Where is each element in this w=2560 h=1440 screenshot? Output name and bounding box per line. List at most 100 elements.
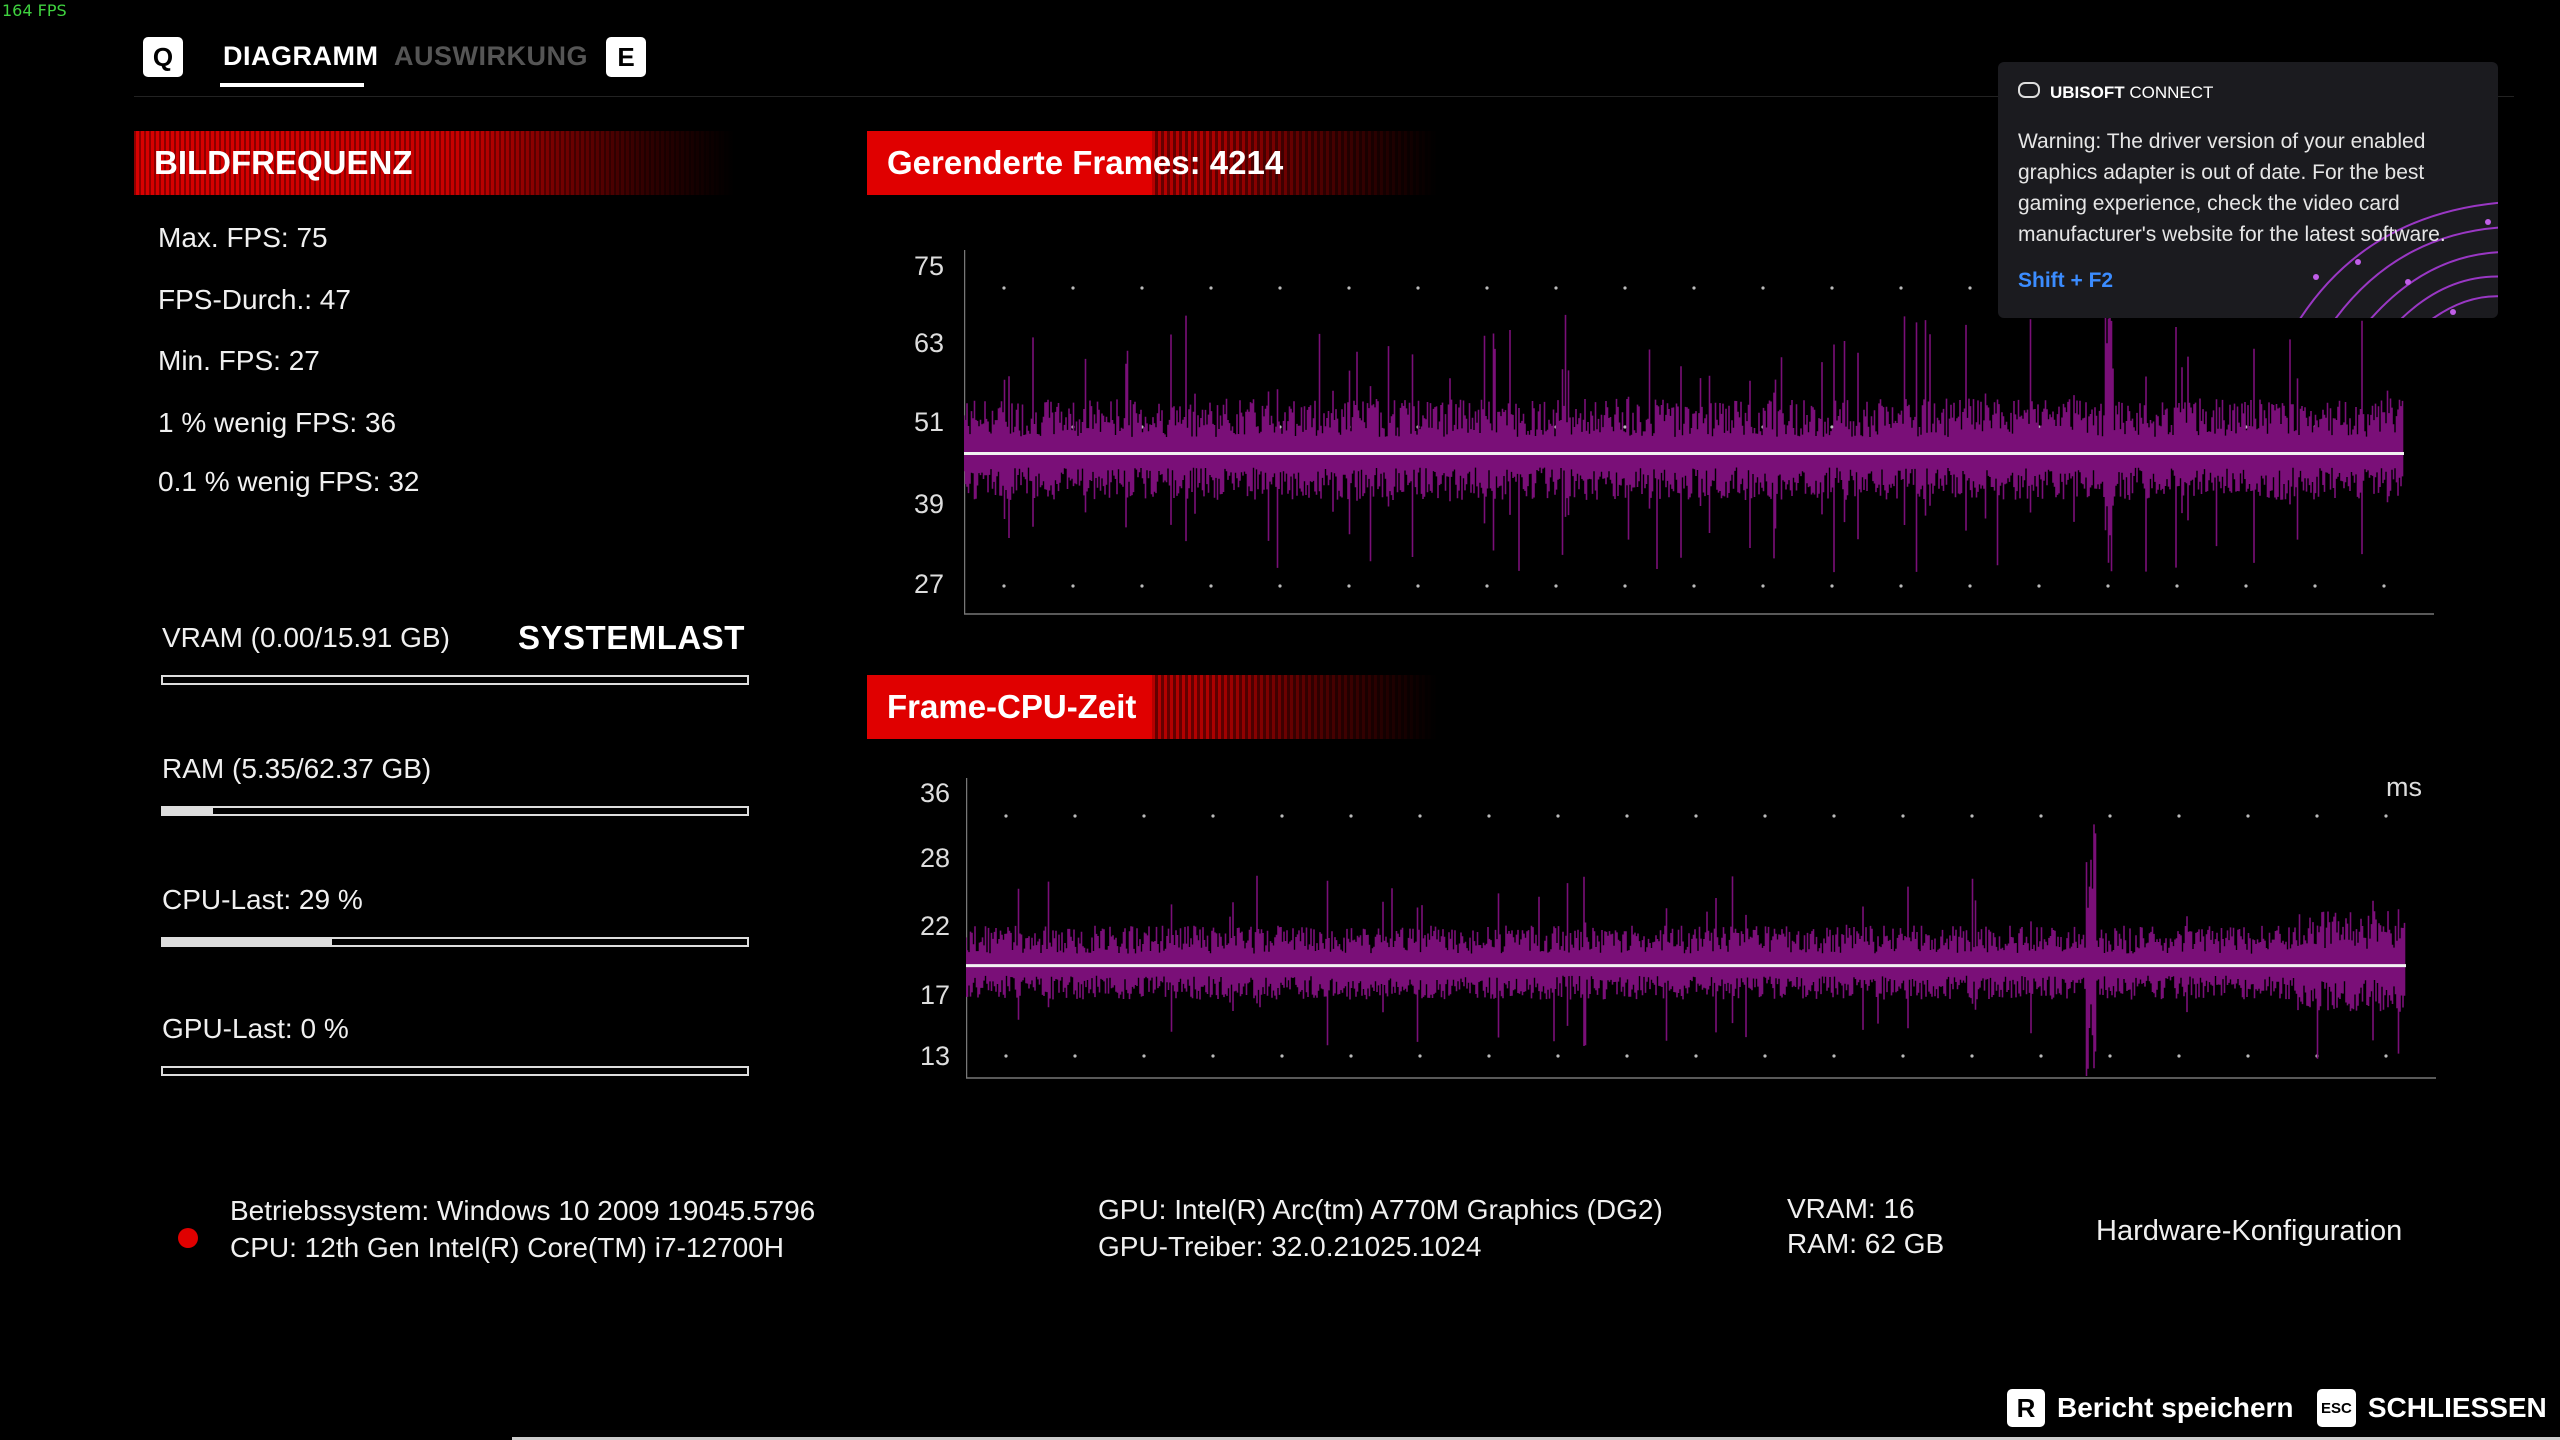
- frames-y-tick: 27: [913, 569, 944, 599]
- vram-info: VRAM: 16: [1787, 1193, 1915, 1224]
- grid-dot: [1416, 584, 1420, 588]
- grid-dot: [1556, 1054, 1560, 1058]
- cpu-info: CPU: 12th Gen Intel(R) Core(TM) i7-12700…: [230, 1232, 784, 1263]
- grid-dot: [1830, 584, 1834, 588]
- frames-y-tick: 75: [913, 251, 944, 281]
- grid-dot: [2244, 584, 2248, 588]
- grid-dot: [1901, 1054, 1905, 1058]
- save-report-button[interactable]: R Bericht speichern: [2007, 1389, 2294, 1427]
- grid-dot: [1623, 286, 1627, 290]
- grid-dot: [1625, 814, 1629, 818]
- framerate-title: BILDFREQUENZ: [154, 144, 413, 181]
- grid-dot: [1694, 814, 1698, 818]
- close-label: SCHLIESSEN: [2367, 1392, 2547, 1423]
- cpu-y-tick: 13: [919, 1041, 950, 1071]
- frames-chart-plot: [964, 250, 2434, 615]
- stat-min-fps: Min. FPS: 27: [158, 345, 320, 376]
- ubisoft-connect-notification[interactable]: UBISOFT CONNECT Warning: The driver vers…: [1998, 62, 2498, 318]
- cpu-chart-title: Frame-CPU-Zeit: [887, 688, 1137, 725]
- frames-y-tick: 51: [913, 407, 944, 437]
- hardware-config-button[interactable]: Hardware-Konfiguration: [2096, 1215, 2403, 1247]
- frames-chart-title: Gerenderte Frames: 4214: [887, 144, 1284, 181]
- frames-chart-header: Gerenderte Frames: 4214: [867, 131, 1437, 195]
- grid-dot: [1968, 584, 1972, 588]
- cpu-load-label: CPU-Last: 29 %: [162, 884, 363, 915]
- next-tab-key[interactable]: E: [606, 37, 646, 77]
- grid-dot: [1418, 1054, 1422, 1058]
- grid-dot: [1209, 286, 1213, 290]
- gpu-info-block: GPU: Intel(R) Arc(tm) A770M Graphics (DG…: [1098, 1191, 1663, 1265]
- ram-load-bar: [161, 806, 749, 816]
- grid-dot: [1692, 286, 1696, 290]
- grid-dot: [1623, 425, 1627, 429]
- grid-dot: [2384, 1054, 2388, 1058]
- cpu-chart-plot: [966, 778, 2436, 1079]
- series-trace: [966, 824, 2406, 1076]
- grid-dot: [2037, 584, 2041, 588]
- grid-dot: [1485, 584, 1489, 588]
- grid-dot: [1832, 814, 1836, 818]
- grid-dot: [1830, 425, 1834, 429]
- grid-dot: [1071, 286, 1075, 290]
- stat-1pct-low-fps: 1 % wenig FPS: 36: [158, 407, 397, 438]
- cpu-chart-header: Frame-CPU-Zeit: [867, 675, 1437, 739]
- cpu-chart-unit: ms: [2386, 772, 2422, 802]
- grid-dot: [1623, 584, 1627, 588]
- grid-dot: [1554, 584, 1558, 588]
- grid-dot: [2108, 1054, 2112, 1058]
- stat-max-fps: Max. FPS: 75: [158, 222, 328, 253]
- grid-dot: [1763, 1054, 1767, 1058]
- grid-dot: [1073, 814, 1077, 818]
- grid-dot: [1002, 584, 1006, 588]
- vram-load-label: VRAM (0.00/15.91 GB): [162, 622, 450, 653]
- framerate-header: BILDFREQUENZ: [134, 131, 734, 195]
- grid-dot: [1140, 584, 1144, 588]
- grid-dot: [1832, 1054, 1836, 1058]
- top-divider: [134, 96, 2514, 97]
- grid-dot: [1004, 814, 1008, 818]
- grid-dot: [1142, 814, 1146, 818]
- grid-dot: [2246, 1054, 2250, 1058]
- bottom-edge-line: [512, 1437, 2560, 1440]
- series-trace: [964, 287, 2404, 573]
- save-report-key: R: [2007, 1389, 2045, 1427]
- toast-brand: UBISOFT CONNECT: [2050, 83, 2213, 103]
- grid-dot: [1140, 286, 1144, 290]
- grid-dot: [2315, 814, 2319, 818]
- toast-shortcut[interactable]: Shift + F2: [2018, 269, 2114, 292]
- grid-dot: [1278, 286, 1282, 290]
- grid-dot: [1071, 584, 1075, 588]
- vram-load-bar: [161, 675, 749, 685]
- cpu-load-bar: [161, 937, 749, 947]
- grid-dot: [2313, 584, 2317, 588]
- toast-brand-suffix: CONNECT: [2129, 83, 2214, 102]
- grid-dot: [1761, 286, 1765, 290]
- memory-info-block: VRAM: 16 RAM: 62 GB: [1787, 1191, 1944, 1261]
- grid-dot: [1970, 1054, 1974, 1058]
- os-cpu-info: Betriebssystem: Windows 10 2009 19045.57…: [230, 1192, 815, 1266]
- active-tab-indicator: [220, 83, 364, 87]
- close-button[interactable]: ESC SCHLIESSEN: [2317, 1389, 2547, 1427]
- grid-dot: [2177, 814, 2181, 818]
- save-report-label: Bericht speichern: [2057, 1392, 2294, 1423]
- tab-auswirkung[interactable]: AUSWIRKUNG: [394, 41, 588, 71]
- grid-dot: [2106, 584, 2110, 588]
- grid-dot: [1004, 1054, 1008, 1058]
- tab-diagramm[interactable]: DIAGRAMM: [223, 41, 379, 71]
- grid-dot: [2384, 814, 2388, 818]
- grid-dot: [1416, 286, 1420, 290]
- grid-dot: [1211, 1054, 1215, 1058]
- grid-dot: [1349, 814, 1353, 818]
- grid-dot: [1278, 584, 1282, 588]
- grid-dot: [1899, 584, 1903, 588]
- gamepad-icon: [2018, 82, 2040, 98]
- close-key: ESC: [2317, 1389, 2356, 1427]
- grid-dot: [1554, 286, 1558, 290]
- cpu-y-tick: 36: [919, 778, 950, 808]
- chart-axis: [966, 778, 2436, 1079]
- grid-dot: [1349, 1054, 1353, 1058]
- grid-dot: [2177, 1054, 2181, 1058]
- prev-tab-key[interactable]: Q: [143, 37, 183, 77]
- grid-dot: [1073, 1054, 1077, 1058]
- frames-y-tick: 63: [913, 328, 944, 358]
